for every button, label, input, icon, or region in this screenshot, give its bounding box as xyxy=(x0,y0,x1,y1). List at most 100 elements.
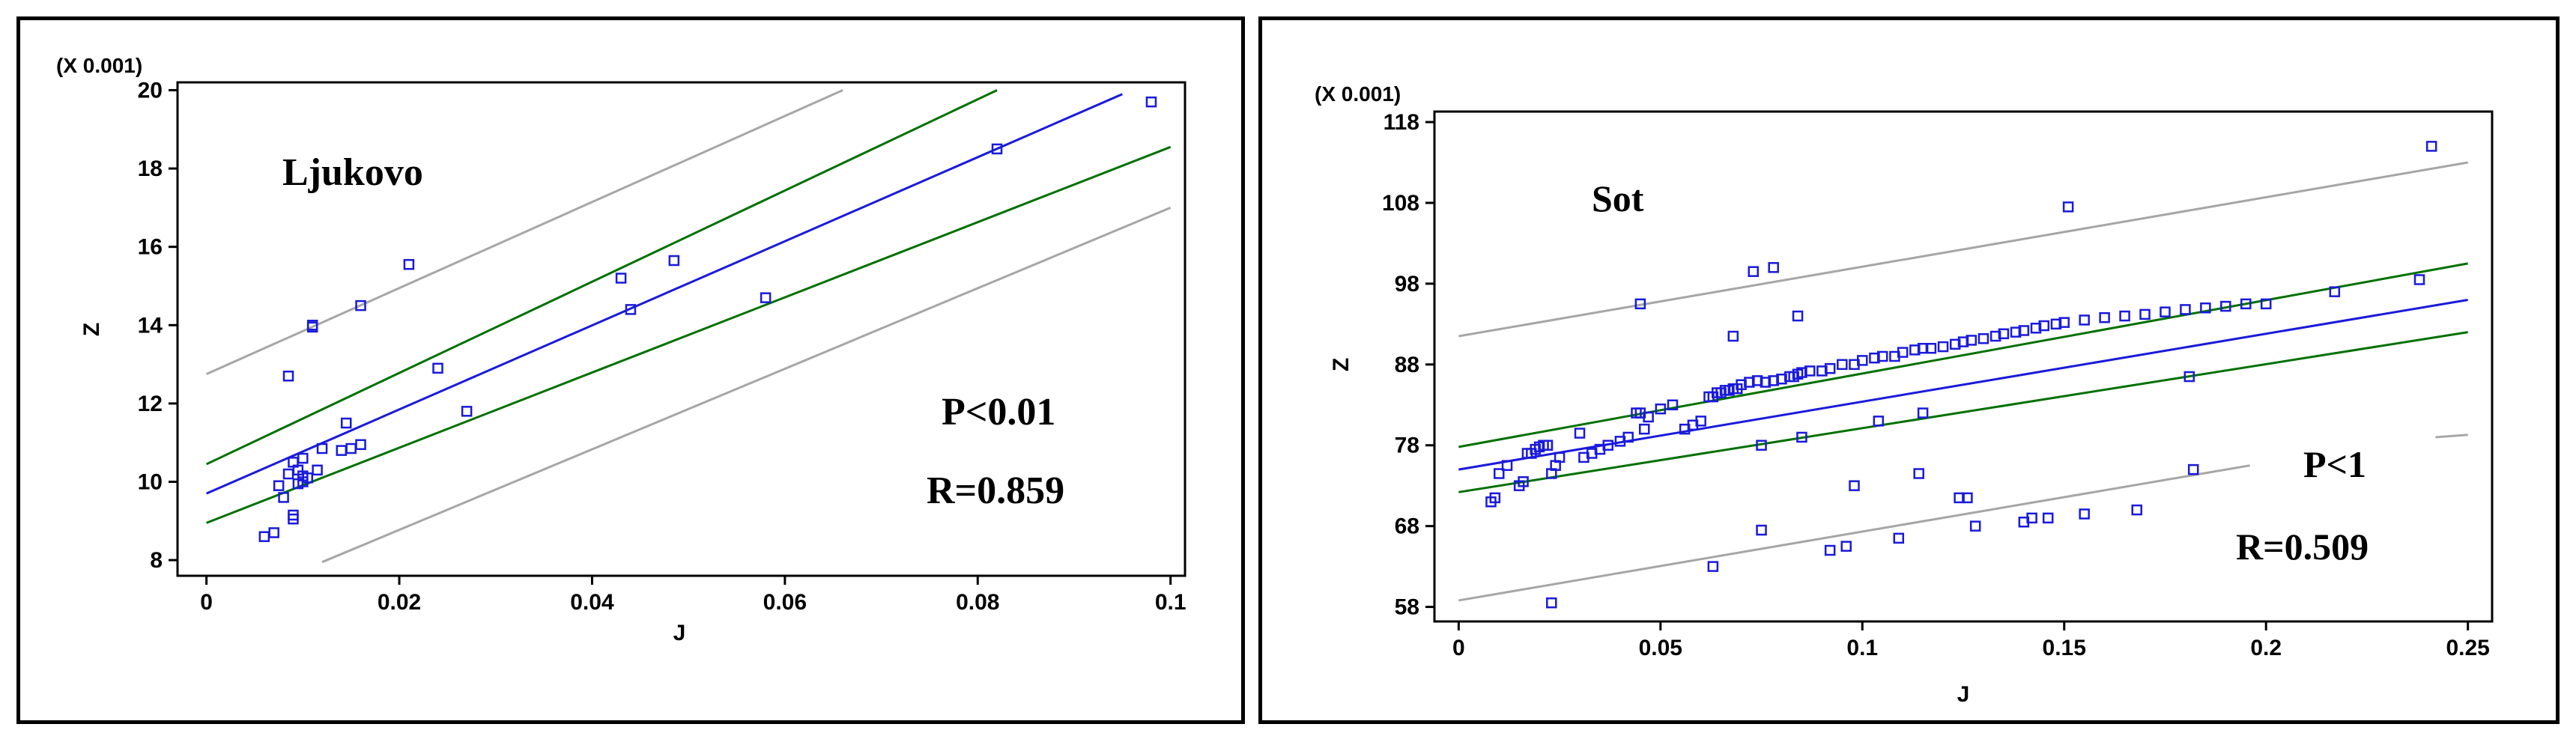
y-axis-title: Z xyxy=(79,323,104,336)
prediction-lower-line xyxy=(321,206,1172,564)
confidence-upper-line xyxy=(1458,262,2468,448)
prediction-upper-line xyxy=(1458,161,2468,338)
data-point xyxy=(282,468,294,480)
data-point xyxy=(345,443,357,454)
data-point xyxy=(1546,597,1557,609)
data-point xyxy=(273,480,285,491)
ljukovo-chart: 0 0.02 0.04 0.06 0.08 0.1 8 10 12 14 16 18 20 J Z (X 0.… xyxy=(56,54,1187,645)
y-tick-label: 14 xyxy=(138,313,163,338)
data-point xyxy=(2062,201,2074,213)
data-point xyxy=(1756,440,1767,451)
data-point xyxy=(1913,468,1924,479)
data-point xyxy=(2079,508,2090,520)
data-point xyxy=(668,255,680,267)
data-point xyxy=(282,371,294,382)
data-point xyxy=(1849,480,1860,491)
data-point xyxy=(312,464,323,476)
data-point xyxy=(1925,342,1937,354)
data-point xyxy=(2038,320,2050,332)
data-point xyxy=(1897,347,1909,358)
plot-frame xyxy=(1433,110,2494,623)
data-point xyxy=(1574,428,1586,439)
data-point xyxy=(1655,403,1667,415)
sot-chart: 0 0.05 0.1 0.15 0.2 0.25 58 68 78 88 98 108 118 J Z (X … xyxy=(1315,82,2494,707)
x-tick-label: 0.04 xyxy=(570,590,614,615)
data-point xyxy=(1804,365,1816,377)
x-axis-title: J xyxy=(673,621,686,645)
data-point xyxy=(2220,300,2231,312)
data-point xyxy=(1756,524,1767,536)
x-tick-label: 0.1 xyxy=(1846,636,1878,660)
data-point xyxy=(2180,304,2191,315)
x-tick-label: 0.15 xyxy=(2043,636,2086,660)
data-point xyxy=(2099,311,2110,323)
confidence-upper-line xyxy=(205,89,998,466)
data-point xyxy=(1727,330,1739,342)
data-point xyxy=(2058,317,2070,328)
y-multiplier-label: (X 0.001) xyxy=(1315,82,1401,106)
data-point xyxy=(432,362,443,374)
stat-annotation: P<0.01 xyxy=(942,391,1055,434)
prediction-lower-line xyxy=(1458,464,2250,602)
data-point xyxy=(615,273,627,284)
data-point xyxy=(2160,306,2171,317)
x-tick-label: 0.08 xyxy=(956,590,999,615)
y-multiplier-label: (X 0.001) xyxy=(56,54,142,77)
confidence-lower-line xyxy=(206,145,1172,524)
data-point xyxy=(1966,335,1978,346)
y-tick-label: 88 xyxy=(1395,353,1419,377)
y-tick-label: 20 xyxy=(138,78,163,103)
data-point xyxy=(1748,266,1760,277)
data-point xyxy=(1792,310,1804,322)
data-point xyxy=(1643,411,1654,423)
prediction-lower-tail-line xyxy=(2435,434,2468,439)
data-point xyxy=(1489,492,1501,504)
data-point xyxy=(2183,371,2195,383)
data-point xyxy=(991,143,1003,155)
data-point xyxy=(1824,544,1836,556)
data-point xyxy=(302,472,314,484)
x-tick-label: 0.1 xyxy=(1155,590,1187,615)
data-point xyxy=(2079,314,2090,326)
y-tick-label: 16 xyxy=(138,235,163,260)
data-point xyxy=(1145,96,1157,108)
data-point xyxy=(2240,298,2252,310)
y-tick-label: 58 xyxy=(1395,595,1419,620)
chart-title: Ljukovo xyxy=(282,151,423,194)
data-point xyxy=(1857,355,1868,366)
data-point xyxy=(1978,333,1989,344)
stat-annotation: R=0.859 xyxy=(927,469,1064,512)
data-point xyxy=(1893,532,1905,544)
data-point xyxy=(1873,416,1885,427)
confidence-lower-line xyxy=(1458,331,2468,493)
data-point xyxy=(1542,440,1554,451)
y-tick-label: 98 xyxy=(1395,272,1419,296)
x-tick-label: 0.25 xyxy=(2446,636,2489,660)
data-point xyxy=(2260,298,2272,310)
data-point xyxy=(297,452,309,464)
data-point xyxy=(2018,325,2030,336)
y-tick-label: 78 xyxy=(1395,434,1419,458)
data-point xyxy=(2187,463,2199,475)
data-point xyxy=(1554,451,1566,463)
x-tick-label: 0.06 xyxy=(763,590,807,615)
y-tick-label: 10 xyxy=(138,469,163,494)
data-point xyxy=(306,320,318,331)
data-point xyxy=(625,304,637,315)
stat-annotation: P<1 xyxy=(2303,443,2366,485)
y-tick-label: 108 xyxy=(1382,191,1419,216)
data-point xyxy=(1796,431,1807,443)
data-point xyxy=(1707,561,1719,572)
y-tick-label: 12 xyxy=(138,392,163,416)
data-point xyxy=(336,445,348,456)
x-tick-label: 0.02 xyxy=(378,590,421,615)
data-point xyxy=(2413,274,2425,285)
data-point xyxy=(1634,298,1646,310)
data-point xyxy=(2042,512,2054,524)
stat-annotation: R=0.509 xyxy=(2236,526,2369,568)
data-point xyxy=(288,509,299,521)
data-point xyxy=(340,417,352,429)
data-point xyxy=(1969,520,1981,532)
data-point xyxy=(1876,350,1888,362)
data-point xyxy=(355,439,366,451)
